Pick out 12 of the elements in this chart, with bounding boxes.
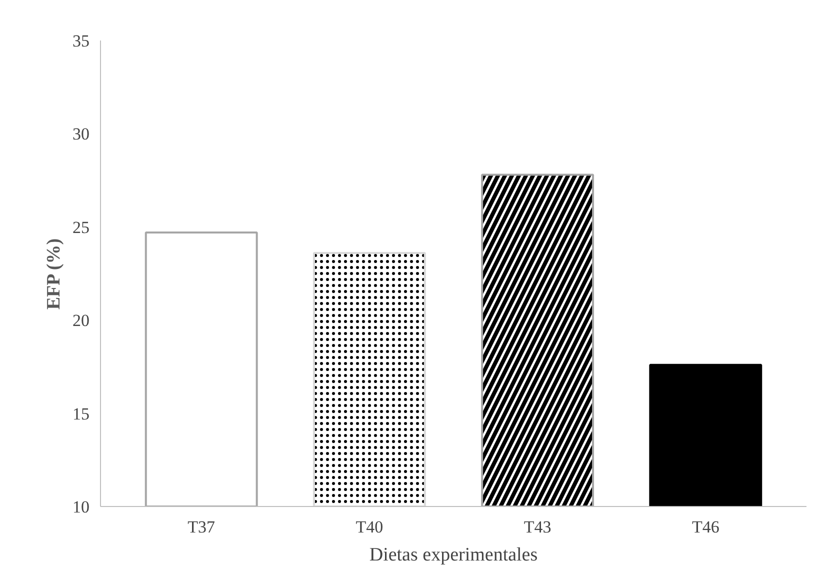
x-tick-label: T46 [692, 518, 720, 536]
y-axis-title: EFP (%) [44, 238, 64, 310]
y-tick-label: 15 [72, 404, 90, 424]
x-axis-title: Dietas experimentales [369, 544, 538, 566]
y-tick-label: 20 [72, 311, 90, 330]
y-tick-label: 30 [72, 124, 90, 144]
y-tick-label: 35 [72, 32, 90, 50]
x-tick-label: T40 [356, 518, 384, 536]
x-tick-label: T37 [188, 518, 216, 536]
y-tick-label: 25 [72, 218, 90, 237]
y-tick-label: 10 [72, 498, 90, 516]
x-tick-label: T43 [524, 518, 552, 536]
